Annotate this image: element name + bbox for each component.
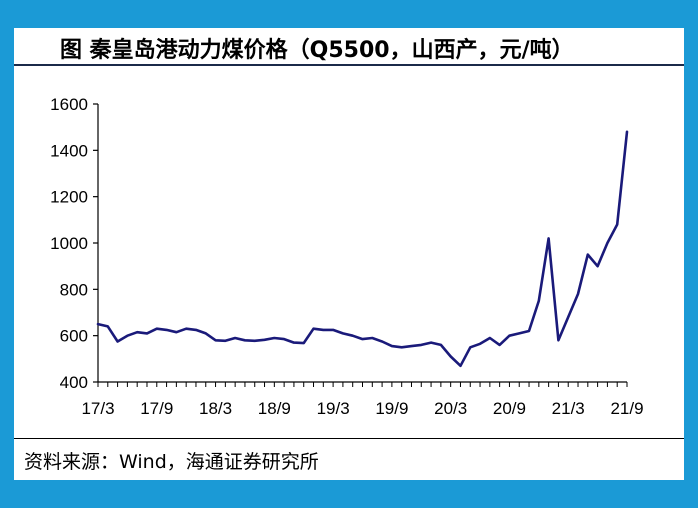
title-divider [14, 64, 684, 66]
x-tick-label: 21/3 [552, 399, 585, 418]
x-tick-label: 19/3 [317, 399, 350, 418]
x-tick-label: 18/9 [258, 399, 291, 418]
y-tick-label: 1400 [50, 141, 88, 160]
chart-title: 图 秦皇岛港动力煤价格（Q5500，山西产，元/吨） [60, 38, 574, 63]
x-tick-label: 17/9 [140, 399, 173, 418]
chart-panel [14, 28, 684, 480]
x-tick-label: 21/9 [610, 399, 643, 418]
y-tick-label: 600 [60, 327, 88, 346]
x-tick-label: 20/9 [493, 399, 526, 418]
x-tick-label: 19/9 [375, 399, 408, 418]
y-tick-label: 1000 [50, 234, 88, 253]
y-tick-label: 400 [60, 373, 88, 392]
y-tick-label: 800 [60, 280, 88, 299]
x-tick-label: 17/3 [81, 399, 114, 418]
y-tick-label: 1600 [50, 95, 88, 114]
chart-plot-area [96, 130, 629, 368]
x-tick-label: 20/3 [434, 399, 467, 418]
price-series-line [96, 130, 629, 368]
source-note: 资料来源：Wind，海通证券研究所 [24, 451, 319, 473]
x-tick-label: 18/3 [199, 399, 232, 418]
y-tick-label: 1200 [50, 188, 88, 207]
chart-axes: 400 600 800 1000 1200 1400 1600 17/3 17/9 18/3 18/… [50, 95, 643, 418]
source-divider [14, 438, 684, 439]
